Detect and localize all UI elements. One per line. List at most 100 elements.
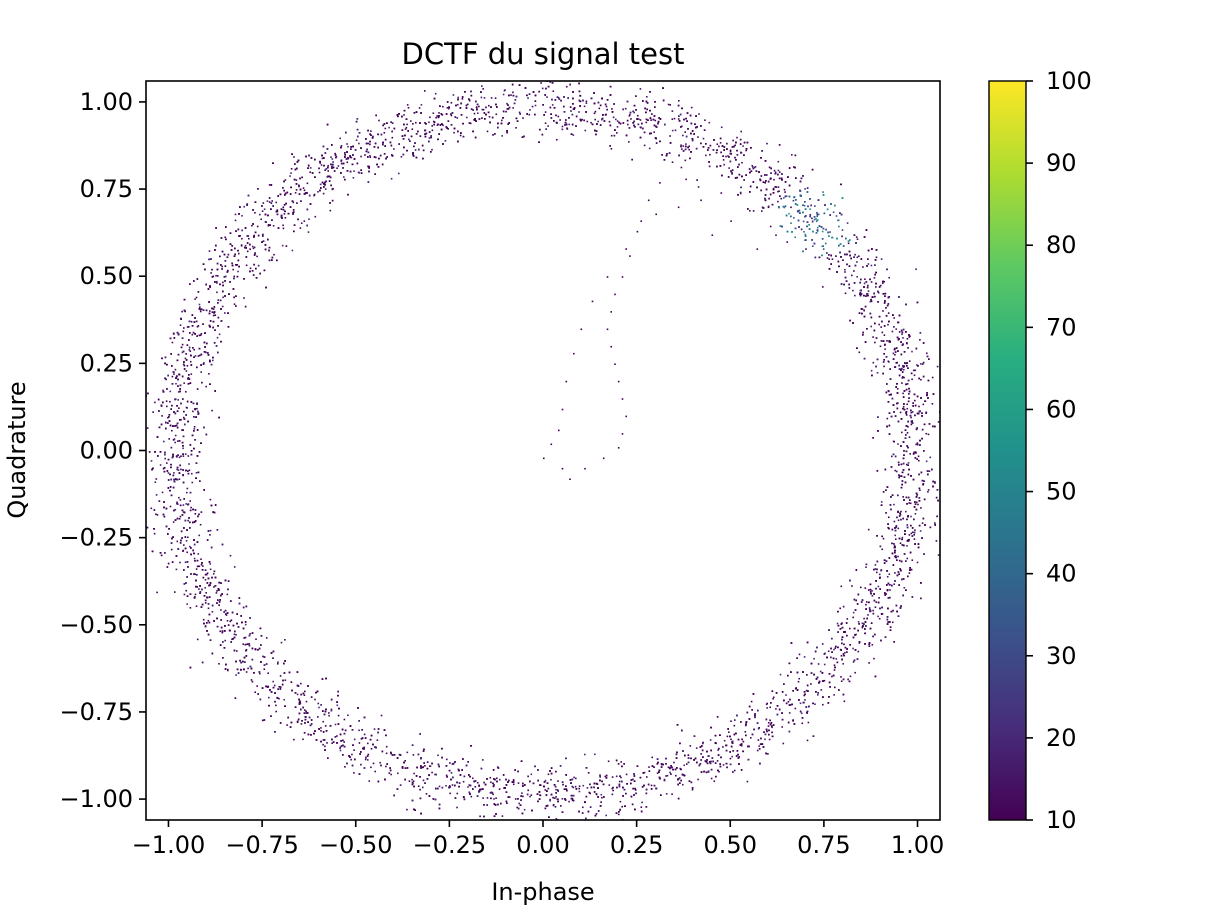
density-point (466, 116, 468, 119)
density-point (842, 653, 845, 655)
density-point (669, 771, 671, 774)
density-point (870, 325, 872, 328)
density-point (161, 491, 164, 494)
density-point (907, 462, 910, 464)
density-point (684, 131, 686, 133)
density-point (888, 516, 890, 519)
density-point (554, 806, 557, 808)
density-point (256, 255, 258, 258)
density-point (344, 766, 346, 768)
density-point (914, 529, 916, 531)
density-point (927, 433, 930, 436)
density-point (181, 351, 184, 354)
density-point (186, 491, 188, 494)
density-point (263, 208, 266, 210)
density-point (605, 105, 608, 108)
density-point (618, 780, 621, 783)
density-point (814, 205, 816, 207)
density-point (637, 114, 639, 117)
density-point (221, 305, 224, 308)
density-point (527, 789, 529, 792)
density-point (593, 112, 596, 115)
density-point (482, 88, 484, 90)
density-point (461, 98, 464, 100)
density-point (628, 141, 630, 143)
density-point (179, 561, 181, 564)
density-point (298, 185, 300, 188)
density-point (819, 670, 822, 673)
density-point (813, 218, 816, 221)
density-point (284, 679, 287, 681)
density-point (512, 107, 514, 109)
density-point (572, 786, 574, 789)
density-point (745, 149, 747, 152)
density-point (176, 468, 178, 471)
density-point (627, 123, 629, 126)
density-point (669, 104, 671, 106)
density-point (268, 696, 270, 699)
density-point (449, 762, 451, 764)
density-point (944, 452, 946, 454)
density-point (499, 778, 501, 781)
density-point (873, 277, 876, 279)
density-point (262, 655, 264, 658)
density-point (656, 763, 659, 765)
density-point (671, 129, 674, 132)
density-point (189, 607, 192, 609)
density-point (898, 559, 901, 562)
density-point (867, 614, 869, 616)
density-point (224, 312, 226, 314)
density-point (177, 469, 180, 471)
density-point (167, 472, 170, 474)
density-point (171, 341, 174, 344)
density-point (645, 121, 648, 124)
density-point (876, 571, 878, 574)
density-point (336, 704, 339, 707)
density-point (187, 455, 190, 457)
density-point (183, 544, 185, 546)
density-point (555, 796, 557, 798)
density-point (203, 362, 205, 364)
density-point (611, 776, 614, 778)
density-point (200, 558, 202, 560)
density-point (272, 680, 274, 683)
density-point (615, 118, 617, 121)
density-point (324, 745, 326, 748)
density-point (874, 606, 877, 608)
density-point (806, 710, 809, 713)
density-point (352, 177, 355, 179)
density-point (880, 501, 883, 503)
density-point (816, 211, 818, 214)
density-point (728, 731, 730, 733)
density-point (621, 805, 623, 808)
density-point (582, 784, 585, 787)
density-point (610, 148, 613, 150)
density-point (909, 453, 911, 455)
density-point (793, 166, 795, 168)
density-point (534, 104, 537, 107)
density-point (640, 806, 643, 808)
density-point (817, 694, 819, 696)
density-point (230, 619, 233, 621)
density-point (259, 213, 261, 216)
density-point (363, 748, 365, 750)
density-point (764, 182, 766, 184)
density-point (858, 351, 861, 354)
density-point (278, 697, 280, 700)
density-point (193, 557, 196, 560)
density-point (902, 392, 904, 395)
density-point (777, 186, 780, 188)
density-point (211, 611, 214, 613)
density-point (188, 349, 191, 351)
density-point (199, 354, 201, 357)
density-point (844, 268, 846, 271)
density-point (188, 469, 191, 472)
density-point (875, 286, 877, 288)
density-point (169, 505, 172, 508)
density-point (669, 135, 671, 137)
density-point (578, 790, 581, 793)
density-point (820, 689, 823, 691)
density-point (185, 406, 188, 409)
density-point (665, 775, 667, 777)
density-point (480, 96, 483, 99)
